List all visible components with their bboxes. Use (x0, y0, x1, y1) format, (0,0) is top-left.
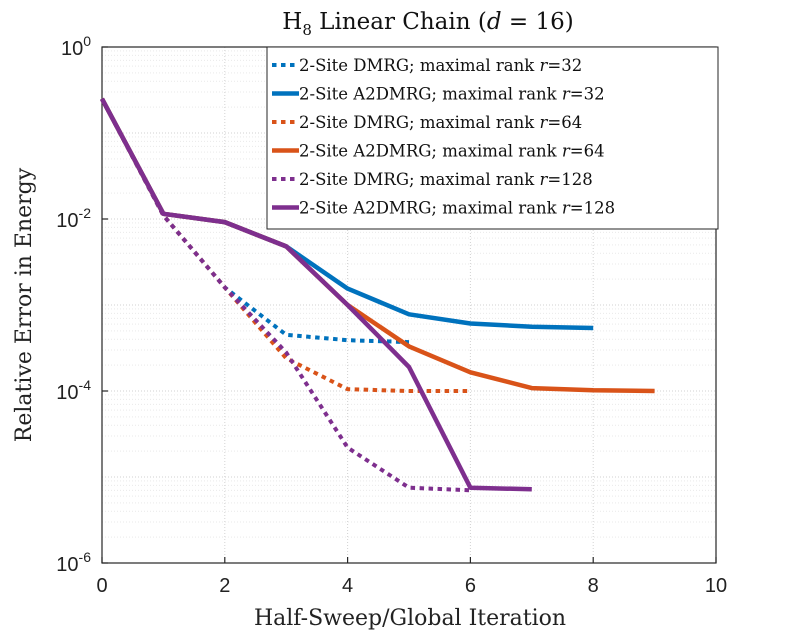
x-axis-label: Half-Sweep/Global Iteration (254, 606, 566, 631)
x-tick-label: 0 (96, 575, 107, 597)
x-tick-label: 6 (465, 575, 476, 597)
legend-entry-6: 2-Site A2DMRG; maximal rank r=128 (299, 199, 615, 218)
legend-entry-1: 2-Site DMRG; maximal rank r=32 (299, 56, 582, 75)
series-line-3 (100, 97, 471, 393)
axis-ticks: 0 2 4 6 8 10 100 10-2 10-4 10-6 (56, 33, 727, 597)
x-tick-label: 10 (705, 575, 727, 597)
legend-box (266, 46, 719, 230)
legend-entry-2: 2-Site A2DMRG; maximal rank r=32 (299, 85, 605, 104)
y-tick-label: 100 (61, 33, 91, 60)
legend: 2-Site DMRG; maximal rank r=32 2-Site A2D… (266, 46, 719, 230)
legend-entry-4: 2-Site A2DMRG; maximal rank r=64 (299, 142, 605, 161)
x-tick-label: 2 (219, 575, 230, 597)
x-tick-label: 4 (342, 575, 353, 597)
x-tick-label: 8 (588, 575, 599, 597)
chart-title: H8 Linear Chain (d = 16) (282, 9, 573, 39)
legend-entry-3: 2-Site DMRG; maximal rank r=64 (299, 113, 582, 132)
data-series (100, 97, 655, 493)
series-line-5 (100, 97, 471, 493)
y-tick-label: 10-6 (56, 549, 91, 576)
y-axis-label: Relative Error in Energy (12, 167, 37, 442)
series-line-6 (100, 97, 532, 492)
y-tick-label: 10-4 (56, 377, 91, 404)
y-tick-label: 10-2 (56, 205, 91, 232)
legend-entry-5: 2-Site DMRG; maximal rank r=128 (299, 170, 593, 189)
